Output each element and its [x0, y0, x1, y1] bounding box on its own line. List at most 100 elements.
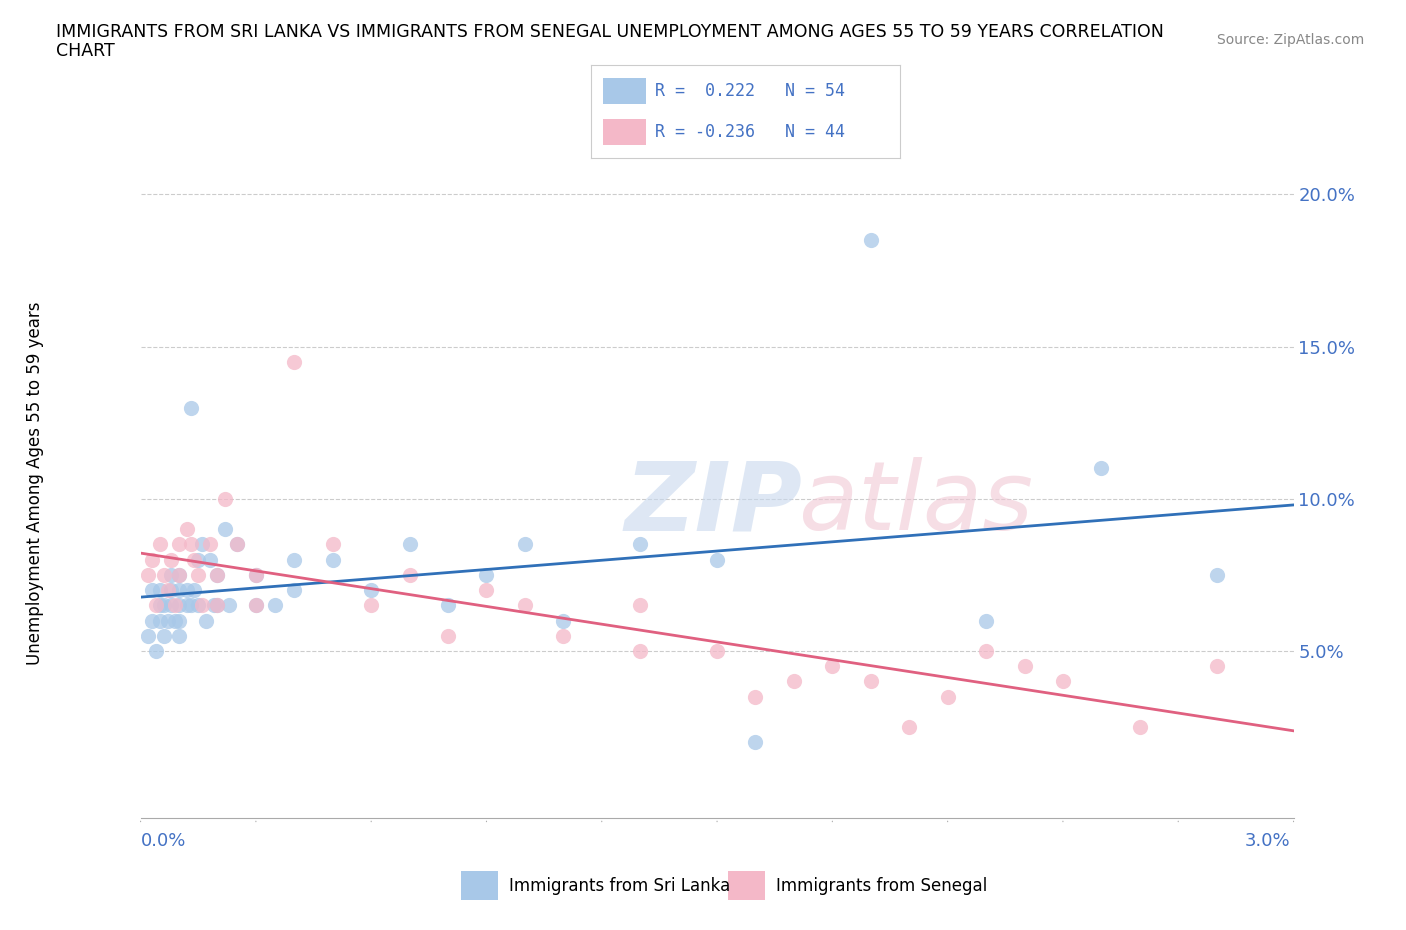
Point — [1090, 461, 1112, 476]
Point — [628, 537, 651, 551]
Point — [145, 598, 167, 613]
Point — [1014, 658, 1036, 673]
Point — [322, 552, 344, 567]
Text: Unemployment Among Ages 55 to 59 years: Unemployment Among Ages 55 to 59 years — [27, 302, 44, 665]
Point — [859, 674, 882, 689]
Point — [207, 567, 229, 582]
Point — [437, 629, 460, 644]
Bar — [603, 78, 647, 104]
Point — [936, 689, 959, 704]
Point — [628, 598, 651, 613]
Point — [218, 598, 240, 613]
Point — [744, 735, 766, 750]
Point — [475, 567, 498, 582]
Bar — [603, 119, 647, 145]
Point — [225, 537, 247, 551]
Point — [1052, 674, 1074, 689]
Point — [156, 583, 179, 598]
Point — [149, 537, 172, 551]
Point — [160, 583, 183, 598]
Point — [207, 567, 229, 582]
Point — [202, 598, 225, 613]
Point — [167, 613, 190, 628]
Point — [553, 629, 575, 644]
Point — [283, 583, 305, 598]
Point — [141, 583, 163, 598]
Text: R =  0.222   N = 54: R = 0.222 N = 54 — [655, 82, 845, 100]
Point — [187, 598, 209, 613]
Point — [160, 567, 183, 582]
Point — [152, 598, 174, 613]
Text: atlas: atlas — [797, 458, 1033, 551]
Text: Immigrants from Sri Lanka: Immigrants from Sri Lanka — [509, 877, 730, 895]
Point — [194, 613, 217, 628]
Point — [245, 567, 267, 582]
Text: R = -0.236   N = 44: R = -0.236 N = 44 — [655, 123, 845, 141]
Point — [141, 552, 163, 567]
Point — [475, 583, 498, 598]
Point — [183, 583, 205, 598]
Point — [398, 537, 420, 551]
Point — [214, 491, 236, 506]
Text: 0.0%: 0.0% — [141, 832, 186, 850]
Point — [245, 598, 267, 613]
Point — [180, 537, 202, 551]
Point — [898, 720, 921, 735]
Point — [207, 598, 229, 613]
Point — [183, 552, 205, 567]
Point — [167, 567, 190, 582]
Point — [176, 583, 198, 598]
Point — [198, 552, 221, 567]
Point — [437, 598, 460, 613]
Point — [149, 583, 172, 598]
Point — [706, 552, 728, 567]
Point — [165, 613, 187, 628]
Point — [198, 537, 221, 551]
Point — [974, 644, 997, 658]
Point — [1205, 567, 1227, 582]
Point — [167, 583, 190, 598]
Point — [283, 552, 305, 567]
Point — [283, 354, 305, 369]
Point — [1129, 720, 1152, 735]
Text: Source: ZipAtlas.com: Source: ZipAtlas.com — [1216, 33, 1364, 46]
Point — [160, 552, 183, 567]
Point — [187, 552, 209, 567]
Bar — [461, 871, 498, 900]
Point — [167, 567, 190, 582]
Point — [974, 613, 997, 628]
Point — [176, 522, 198, 537]
Point — [859, 232, 882, 247]
Point — [513, 598, 536, 613]
Bar — [728, 871, 765, 900]
Point — [136, 629, 159, 644]
Point — [245, 567, 267, 582]
Point — [513, 537, 536, 551]
Point — [191, 537, 214, 551]
Point — [1205, 658, 1227, 673]
Point — [180, 598, 202, 613]
Point — [214, 522, 236, 537]
Point — [744, 689, 766, 704]
Point — [152, 629, 174, 644]
Text: ZIP: ZIP — [624, 458, 803, 551]
Text: 3.0%: 3.0% — [1246, 832, 1291, 850]
Point — [360, 583, 382, 598]
Point — [553, 613, 575, 628]
Point — [145, 644, 167, 658]
Point — [149, 598, 172, 613]
Point — [264, 598, 287, 613]
Point — [152, 567, 174, 582]
Point — [245, 598, 267, 613]
Point — [167, 537, 190, 551]
Point — [360, 598, 382, 613]
Point — [225, 537, 247, 551]
Point — [136, 567, 159, 582]
Point — [156, 613, 179, 628]
Point — [149, 613, 172, 628]
Point — [628, 644, 651, 658]
Text: IMMIGRANTS FROM SRI LANKA VS IMMIGRANTS FROM SENEGAL UNEMPLOYMENT AMONG AGES 55 : IMMIGRANTS FROM SRI LANKA VS IMMIGRANTS … — [56, 23, 1164, 41]
Text: CHART: CHART — [56, 42, 115, 60]
Point — [176, 598, 198, 613]
Point — [191, 598, 214, 613]
